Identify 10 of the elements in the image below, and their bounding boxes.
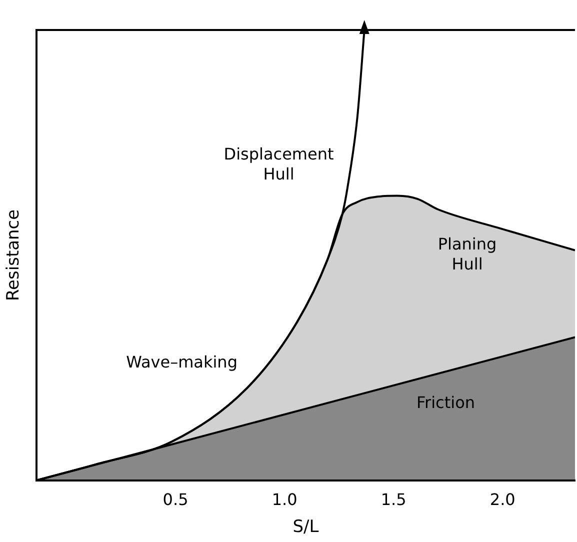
x-tick-label: 1.5 [380, 490, 406, 510]
y-axis-title: Resistance [4, 209, 24, 302]
annotation: Friction [416, 392, 475, 412]
x-tick-label: 2.0 [490, 490, 516, 510]
x-axis-title: S/L [292, 517, 320, 538]
x-tick-label: 1.0 [272, 490, 298, 510]
annotation: Wave–making [126, 352, 238, 372]
annotation: Planing Hull [438, 234, 497, 274]
annotation: Displacement Hull [224, 144, 334, 184]
x-tick-label: 0.5 [162, 490, 188, 510]
